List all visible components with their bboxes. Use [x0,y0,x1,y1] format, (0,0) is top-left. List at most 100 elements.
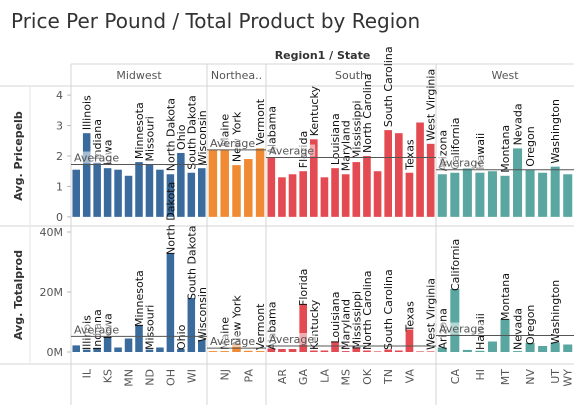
totalprod-bar-label: Maryland [340,299,353,350]
price-bar [437,174,447,217]
totalprod-bar [103,337,112,352]
totalprod-bar [563,344,573,352]
x-tick-label: PA [242,369,255,383]
totalprod-bar [384,349,393,352]
price-bar-label: Wisconsin [196,110,209,165]
totalprod-bar-label: Wisconsin [196,287,209,342]
price-bar [500,175,510,217]
totalprod-bar [135,325,143,352]
price-bar-label: Minnesota [133,102,146,159]
price-bar [208,149,218,217]
price-bar [416,122,424,217]
price-bar-label: Indiana [91,119,104,160]
region-label: West [491,69,519,82]
price-bar-label: Washington [549,99,562,164]
totalprod-bar-label: Louisiana [329,292,342,344]
price-bar-label: Maryland [340,120,353,171]
price-bar [309,139,318,217]
chart-title: Price Per Pound / Total Product by Regio… [11,9,421,33]
totalprod-bar [437,347,447,352]
price-bar [352,162,361,217]
price-bar-label: Mississippi [350,100,363,159]
price-bar [103,168,112,217]
price-bar [220,149,229,217]
average-label-bg [72,323,121,336]
price-bar [384,130,393,217]
totalprod-bar [450,289,460,352]
totalprod-bar [550,342,560,352]
x-tick-label: MS [340,369,353,385]
y-tick-label: 20M [40,286,64,299]
x-tick-label: MT [499,369,512,385]
x-tick-label: WY [562,369,575,387]
price-bar [331,168,339,217]
totalprod-bar-label: Nevada [512,308,525,350]
price-bar [550,166,560,217]
price-bar-label: North Carolina [361,73,374,153]
totalprod-bar [267,348,276,352]
price-bar [487,171,497,217]
average-label: Average [269,333,314,346]
average-label-bg [208,335,257,348]
totalprod-bar [177,349,185,352]
price-bar-label: Montana [499,125,512,173]
price-bar [475,172,485,217]
price-bar-label: California [449,118,462,170]
price-bar [93,162,101,217]
price-bar [177,152,185,217]
totalprod-bar-label: South Dakota [185,226,198,300]
price-bar-label: Ohio [175,124,188,150]
totalprod-bar [416,351,424,352]
average-label: Average [269,145,314,158]
totalprod-bar-label: Mississippi [350,291,363,350]
totalprod-bar [124,338,133,352]
average-label: Average [74,323,119,336]
totalprod-bar [220,351,229,352]
x-tick-label: ND [143,369,156,386]
x-tick-label: UT [549,369,562,384]
price-bar [462,168,472,217]
region-label: Midwest [116,69,162,82]
totalprod-bar [309,350,318,352]
price-bar-label: Missouri [143,116,156,161]
price-bar [525,169,535,217]
totalprod-bar [405,329,414,352]
x-tick-label: CA [449,369,462,385]
price-bar-label: South Dakota [185,95,198,169]
totalprod-bar [255,351,265,352]
price-bar-label: Alabama [265,106,278,155]
price-bar-label: Nevada [512,103,525,145]
totalprod-bar-label: Montana [499,273,512,321]
price-bar [72,169,80,217]
price-bar [450,172,460,217]
price-bar [82,133,91,217]
totalprod-bar [373,351,382,352]
price-bar [320,177,329,217]
price-bar [373,171,382,217]
totalprod-bar [462,349,472,352]
average-label: Average [439,157,484,170]
totalprod-bar [82,349,91,352]
price-bar-label: Oregon [524,126,537,166]
x-tick-label: KS [102,369,115,383]
price-bar-label: North Dakota [164,98,177,171]
totalprod-bar-label: Oregon [524,305,537,345]
y-tick-label: 0M [47,346,64,359]
totalprod-bar [93,348,101,352]
average-label-bg [267,144,316,157]
totalprod-bar [187,298,196,352]
totalprod-bar [288,349,297,352]
price-bar-label: South Carolina [382,46,395,127]
price-bar [538,172,548,217]
price-bar-label: Texas [403,139,416,171]
price-bar-label: Illinois [81,95,94,130]
y-tick-label: 0 [56,211,63,224]
totalprod-bar [145,349,154,352]
totalprod-bar [513,351,523,352]
totalprod-bar-label: Missouri [143,305,156,350]
totalprod-bar-label: Minnesota [133,270,146,327]
y-tick-label: 4 [56,89,63,102]
y-tick-label: 1 [56,180,63,193]
totalprod-bar [156,347,164,352]
